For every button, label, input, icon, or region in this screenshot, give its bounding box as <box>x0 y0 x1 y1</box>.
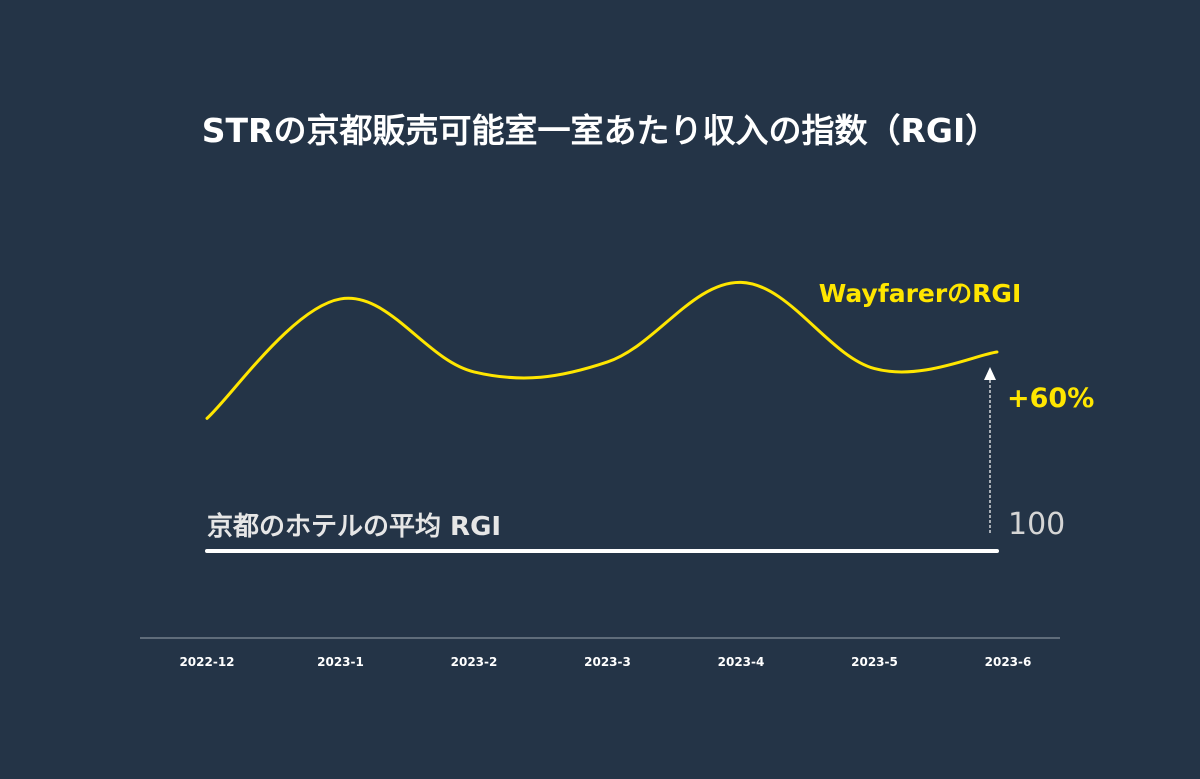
baseline-value-label: 100 <box>1008 507 1065 542</box>
x-tick-label: 2022-12 <box>179 655 234 669</box>
series-label: WayfarerのRGI <box>819 279 1022 308</box>
x-tick-label: 2023-4 <box>718 655 765 669</box>
arrow-head-icon <box>984 367 996 380</box>
baseline-label: 京都のホテルの平均 RGI <box>207 511 501 542</box>
chart-title: STRの京都販売可能室一室あたり収入の指数（RGI） <box>202 111 998 150</box>
x-tick-label: 2023-6 <box>985 655 1032 669</box>
series-line-wayfarer <box>205 280 999 420</box>
x-tick-label: 2023-1 <box>317 655 364 669</box>
difference-annotation: +60% <box>1007 383 1094 414</box>
x-tick-label: 2023-2 <box>451 655 498 669</box>
x-tick-label: 2023-5 <box>851 655 898 669</box>
x-tick-label: 2023-3 <box>584 655 631 669</box>
